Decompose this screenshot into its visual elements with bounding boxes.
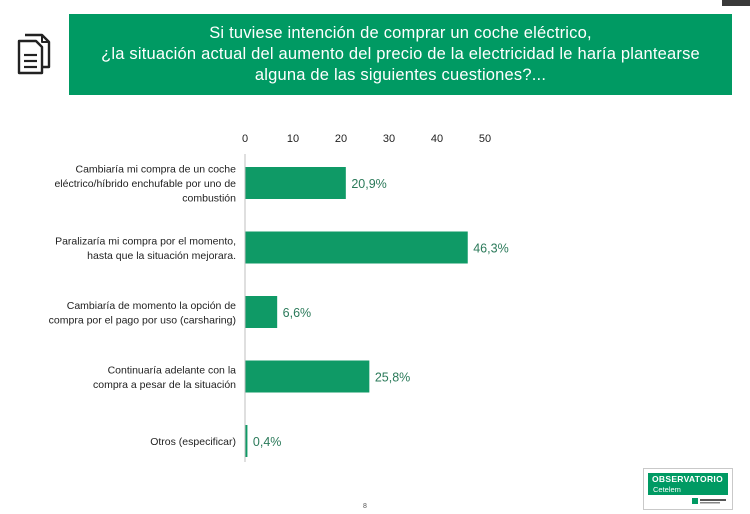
category-label-line: Continuaría adelante con la: [108, 364, 237, 376]
bank-logo-mark: [692, 498, 726, 504]
value-label-2: 6,6%: [283, 306, 312, 320]
category-label-line: Paralizaría mi compra por el momento,: [55, 235, 236, 247]
observatorio-logo: OBSERVATORIO Cetelem: [643, 468, 733, 510]
category-label-line: hasta que la situación mejorara.: [87, 250, 236, 262]
category-label-line: combustión: [182, 193, 236, 205]
banner-line-2: ¿la situación actual del aumento del pre…: [101, 45, 700, 63]
category-label-line: Otros (especificar): [150, 436, 236, 448]
x-tick-label-3: 30: [383, 133, 395, 145]
logo-title: OBSERVATORIO: [652, 474, 723, 484]
question-banner: Si tuviese intención de comprar un coche…: [69, 14, 732, 95]
category-label-line: eléctrico/híbrido enchufable por uno de: [54, 178, 236, 190]
bar-3: [245, 360, 370, 393]
x-tick-label-5: 50: [479, 133, 491, 145]
x-tick-label-2: 20: [335, 133, 347, 145]
category-label-line: Cambiaría de momento la opción de: [67, 300, 236, 312]
banner-line-3: alguna de las siguientes cuestiones?...: [254, 66, 547, 84]
bar-0: [245, 167, 346, 199]
bar-2: [245, 296, 278, 328]
category-label-0: Cambiaría mi compra de un coche eléctrico…: [54, 164, 236, 205]
category-label-3: Continuaría adelante con la compra a pesa…: [93, 364, 236, 391]
bar-4: [245, 425, 248, 457]
x-tick-label-4: 40: [431, 133, 443, 145]
category-label-4: Otros (especificar): [150, 436, 236, 448]
document-icon: [17, 33, 51, 75]
category-label-line: Cambiaría mi compra de un coche: [76, 164, 237, 176]
banner-line-1: Si tuviese intención de comprar un coche…: [209, 24, 592, 42]
category-label-line: compra a pesar de la situación: [93, 379, 236, 391]
category-label-2: Cambiaría de momento la opción de compra …: [49, 300, 237, 327]
logo-green-box: OBSERVATORIO Cetelem: [648, 473, 728, 495]
bar-1: [245, 231, 468, 264]
category-label-1: Paralizaría mi compra por el momento, has…: [55, 235, 236, 262]
value-label-4: 0,4%: [253, 435, 281, 449]
x-tick-label-1: 10: [287, 133, 299, 145]
x-tick-label-0: 0: [242, 133, 248, 145]
category-label-line: compra por el pago por uso (carsharing): [49, 314, 236, 326]
top-corner-bar: [722, 0, 750, 6]
logo-subtitle: Cetelem: [653, 485, 681, 494]
value-label-1: 46,3%: [473, 242, 508, 256]
value-label-0: 20,9%: [351, 177, 386, 191]
value-label-3: 25,8%: [375, 371, 410, 385]
page-number: 8: [363, 503, 367, 510]
